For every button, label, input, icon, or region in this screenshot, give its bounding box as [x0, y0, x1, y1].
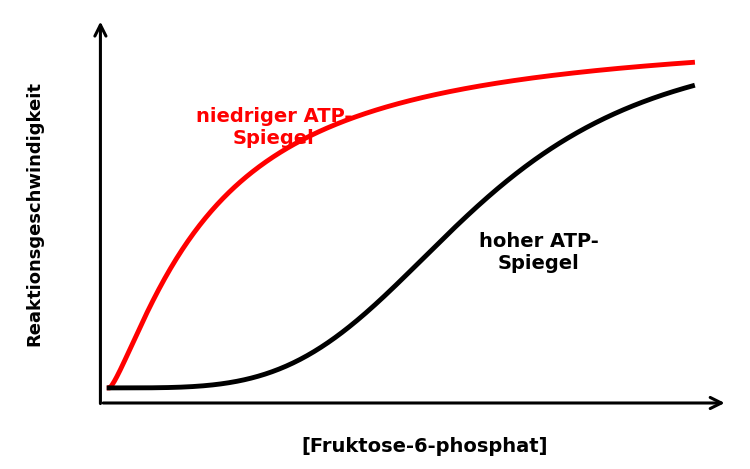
Text: hoher ATP-
Spiegel: hoher ATP- Spiegel: [478, 232, 598, 273]
Text: [Fruktose-6-phosphat]: [Fruktose-6-phosphat]: [302, 438, 548, 456]
Text: Reaktionsgeschwindigkeit: Reaktionsgeschwindigkeit: [26, 81, 44, 346]
Text: niedriger ATP-
Spiegel: niedriger ATP- Spiegel: [196, 107, 352, 148]
